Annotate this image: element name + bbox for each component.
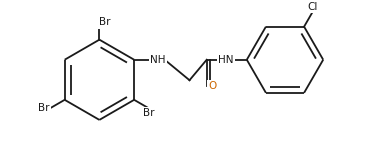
Text: O: O [208,81,216,91]
Text: Br: Br [143,108,155,118]
Text: HN: HN [218,55,234,65]
Text: Br: Br [99,18,111,27]
Text: Cl: Cl [308,2,318,12]
Text: Br: Br [38,103,50,113]
Text: NH: NH [150,55,166,65]
